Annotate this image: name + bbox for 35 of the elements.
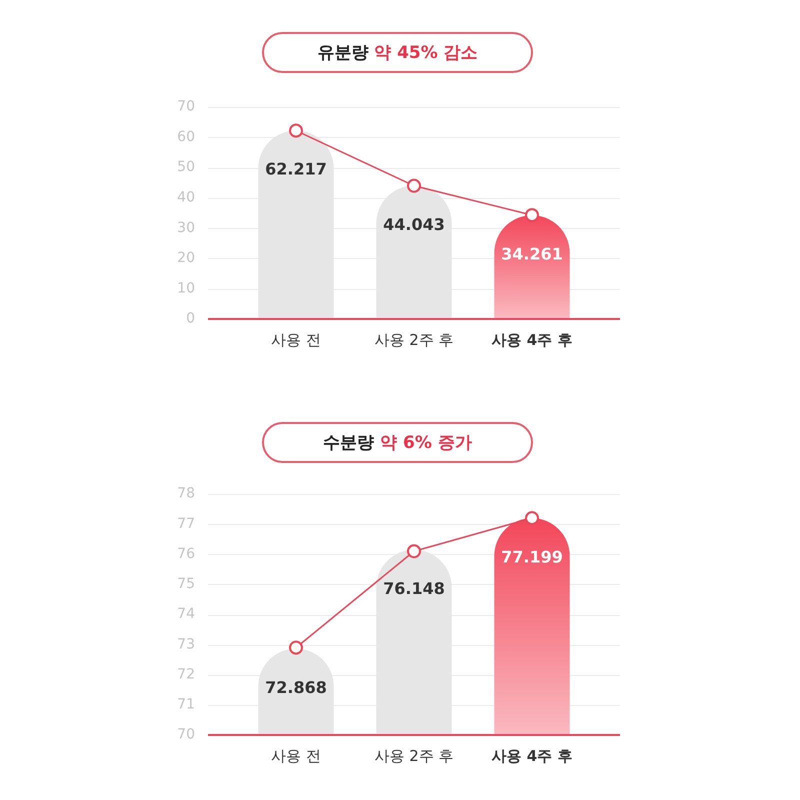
y-tick-label: 72 — [177, 666, 195, 682]
data-label: 77.199 — [501, 547, 563, 566]
x-tick-label: 사용 2주 후 — [374, 330, 454, 349]
y-tick-label: 77 — [177, 516, 195, 532]
point — [407, 178, 421, 193]
y-tick-label: 74 — [177, 606, 196, 622]
x-tick-label: 사용 4주 후 — [492, 746, 572, 765]
data-label: 76.148 — [383, 578, 445, 598]
y-tick-label: 20 — [177, 250, 195, 266]
point — [525, 511, 539, 526]
x-tick-label: 사용 전 — [271, 330, 321, 349]
x-tick-label: 사용 4주 후 — [492, 330, 572, 349]
point — [289, 640, 303, 655]
y-tick-label: 0 — [186, 310, 195, 327]
x-tick-label: 사용 전 — [271, 746, 321, 765]
y-tick-label: 76 — [177, 546, 196, 562]
y-tick-label: 70 — [177, 98, 195, 115]
y-tick-label: 70 — [177, 726, 195, 743]
y-tick-label: 60 — [177, 128, 195, 145]
y-tick-label: 78 — [177, 486, 195, 502]
data-label: 44.043 — [383, 214, 445, 234]
point — [525, 208, 539, 222]
data-label: 62.217 — [265, 160, 327, 179]
y-tick-label: 73 — [177, 636, 195, 652]
point — [289, 124, 303, 138]
y-tick-label: 75 — [177, 576, 195, 592]
y-tick-label: 30 — [177, 220, 195, 236]
y-tick-label: 10 — [177, 280, 195, 296]
y-tick-label: 71 — [177, 696, 195, 713]
x-tick-label: 사용 2주 후 — [374, 746, 454, 765]
point — [407, 544, 421, 558]
y-tick-label: 50 — [177, 159, 195, 176]
y-tick-label: 40 — [177, 190, 195, 206]
data-label: 72.868 — [265, 678, 327, 697]
data-label: 34.261 — [501, 244, 563, 264]
